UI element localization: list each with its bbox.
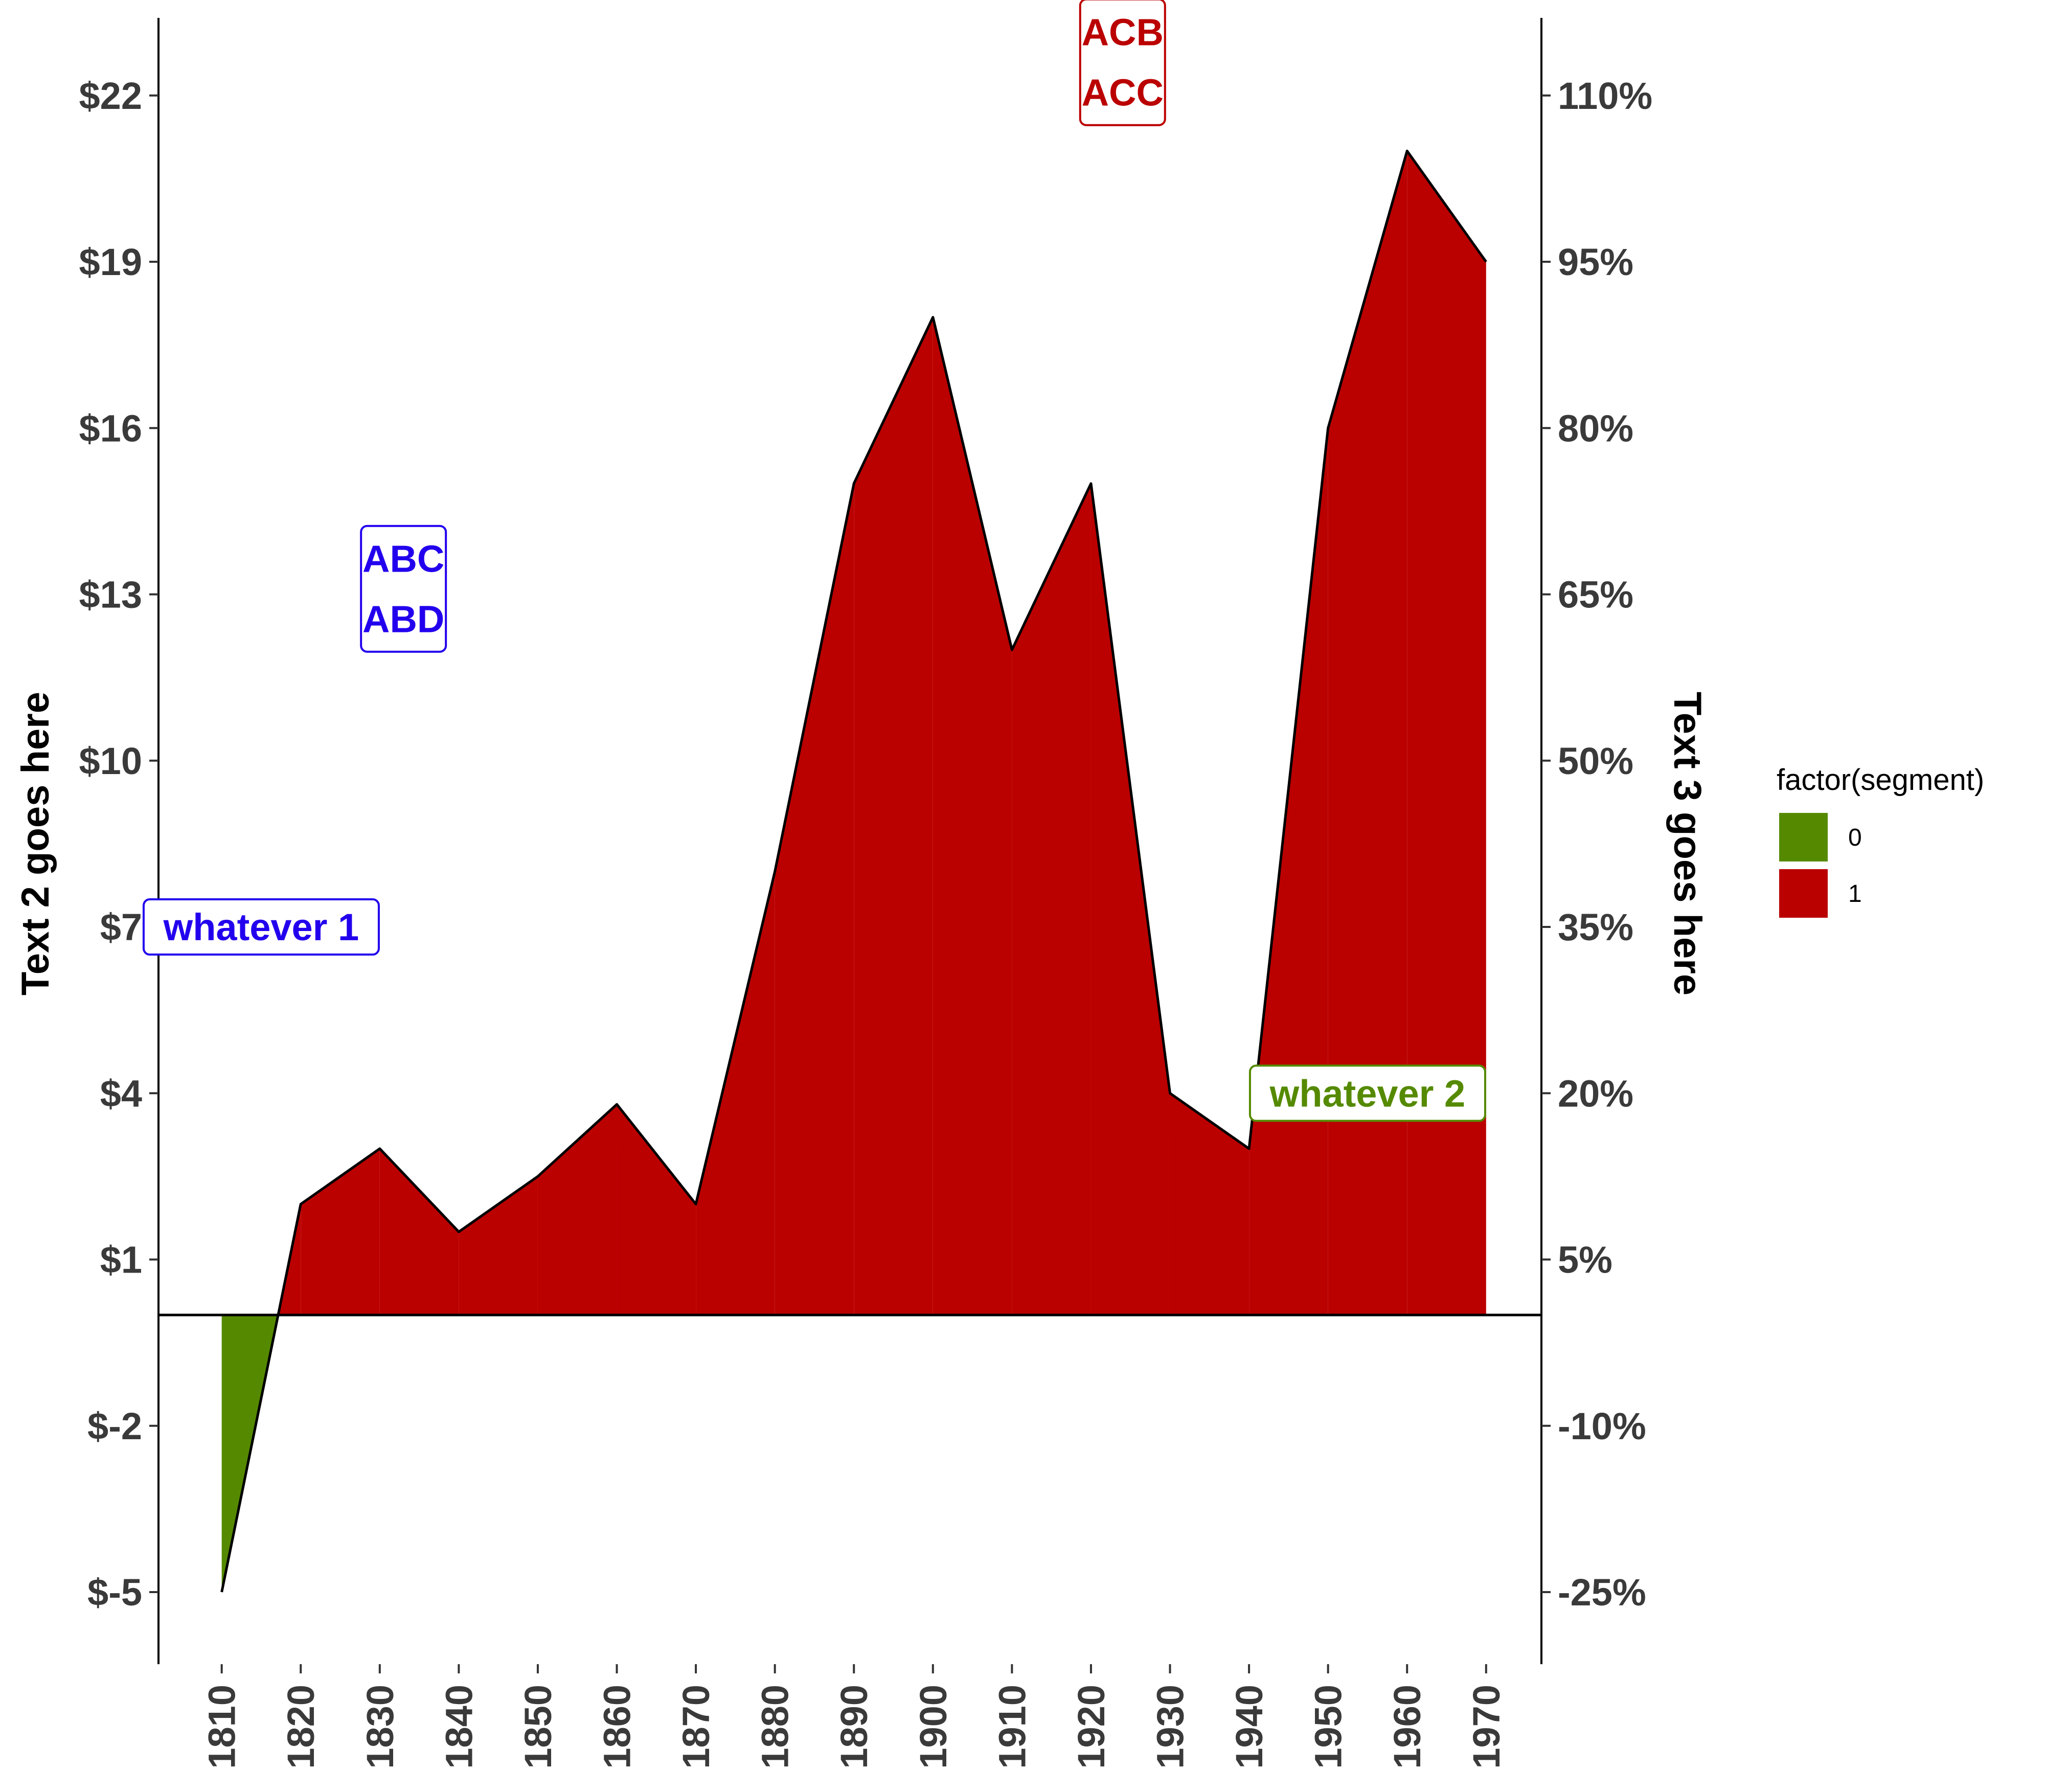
y-tick-label: $19 [79,241,142,283]
area-segment-1 [933,317,1012,1315]
legend-swatch [1779,813,1828,861]
annotation-label: whatever 2 [1248,1064,1486,1122]
y-tick-label: $16 [79,407,142,449]
y-tick-label: $22 [79,75,142,117]
area-segment-1 [459,1176,538,1315]
x-tick-label: 1900 [912,1685,955,1769]
secondary-y-tick-label: 5% [1558,1239,1612,1281]
x-tick-label: 1850 [517,1685,559,1769]
secondary-y-tick-label: 110% [1558,75,1652,117]
x-tick-label: 1810 [201,1685,243,1769]
area-outline [220,149,1487,1593]
x-tick-label: 1970 [1465,1685,1508,1769]
area-segment-1 [1249,428,1328,1315]
area-segment-1 [1012,483,1091,1315]
secondary-y-tick-label: 65% [1558,574,1633,616]
annotations: ACB ACC ABC ABD whatever 1 whatever 2 [142,0,1486,1122]
x-tick-label: 1820 [280,1685,322,1769]
x-tick-label: 1870 [675,1685,717,1769]
x-tick-label: 1930 [1149,1685,1192,1769]
area-segment-1 [854,317,933,1315]
area-segment-1 [1090,483,1170,1315]
annotation-text: ABD [362,598,444,641]
area-fills [221,151,1486,1593]
legend: factor(segment) 0 1 [1777,763,1984,918]
legend-label: 0 [1848,824,1862,851]
area-segment-1 [617,1104,696,1315]
legend-title: factor(segment) [1777,763,1984,797]
area-segment-1 [1328,151,1407,1315]
legend-label: 1 [1848,880,1862,908]
x-tick-label: 1830 [359,1685,401,1769]
area-segment-1 [1170,1093,1249,1315]
y-tick-label: $-5 [87,1571,142,1614]
annotation-text: ACB [1082,11,1164,54]
area-outline-group [220,149,1487,1593]
y-axis-title: Text 2 goes here [14,692,57,995]
area-segment-1 [775,483,854,1315]
x-tick-label: 1960 [1386,1685,1428,1769]
secondary-y-axis-title: Text 3 goes here [1666,692,1709,995]
x-tick-label: 1840 [438,1685,480,1769]
secondary-y-tick-label: 20% [1558,1072,1633,1115]
y-tick-label: $-2 [87,1405,142,1447]
secondary-y-tick-label: -25% [1558,1571,1646,1614]
annotation-box [1248,1064,1486,1122]
x-tick-label: 1920 [1070,1685,1112,1769]
x-tick-label: 1910 [991,1685,1033,1769]
area-segment-1 [696,871,775,1315]
secondary-y-tick-label: 50% [1558,740,1633,782]
legend-swatch [1779,869,1828,918]
x-tick-label: 1940 [1228,1685,1270,1769]
annotation-text: whatever 2 [1269,1072,1466,1115]
x-tick-label: 1890 [833,1685,875,1769]
secondary-y-tick-label: 80% [1558,407,1633,449]
axes [149,18,1551,1673]
secondary-y-tick-label: 95% [1558,241,1633,283]
area-segment-1 [379,1148,459,1315]
annotation-label: whatever 1 [142,898,380,956]
annotation-text: ACC [1082,72,1164,114]
tick-labels: $-5 -25% $-2 -10% $1 5% $4 20% $7 35% $10 50% $13 65%… [79,75,1653,1769]
annotation-box [360,525,447,653]
y-tick-label: $1 [100,1239,142,1281]
x-tick-label: 1950 [1307,1685,1350,1769]
area-segment-1 [1407,151,1486,1315]
secondary-y-tick-label: -10% [1558,1405,1646,1447]
annotation-label: ACB ACC [1079,0,1166,126]
x-tick-label: 1880 [754,1685,797,1769]
y-tick-label: $13 [79,574,142,616]
annotation-box [1079,0,1166,126]
annotation-text: whatever 1 [163,906,359,948]
y-tick-label: $7 [100,906,142,948]
y-tick-label: $10 [79,740,142,782]
y-tick-label: $4 [100,1072,142,1115]
area-segment-1 [301,1148,380,1315]
annotation-text: ABC [362,538,444,580]
secondary-y-tick-label: 35% [1558,906,1633,948]
area-segment-1 [537,1104,617,1315]
annotation-label: ABC ABD [360,525,447,653]
annotation-box [142,898,380,956]
x-tick-label: 1860 [596,1685,639,1769]
